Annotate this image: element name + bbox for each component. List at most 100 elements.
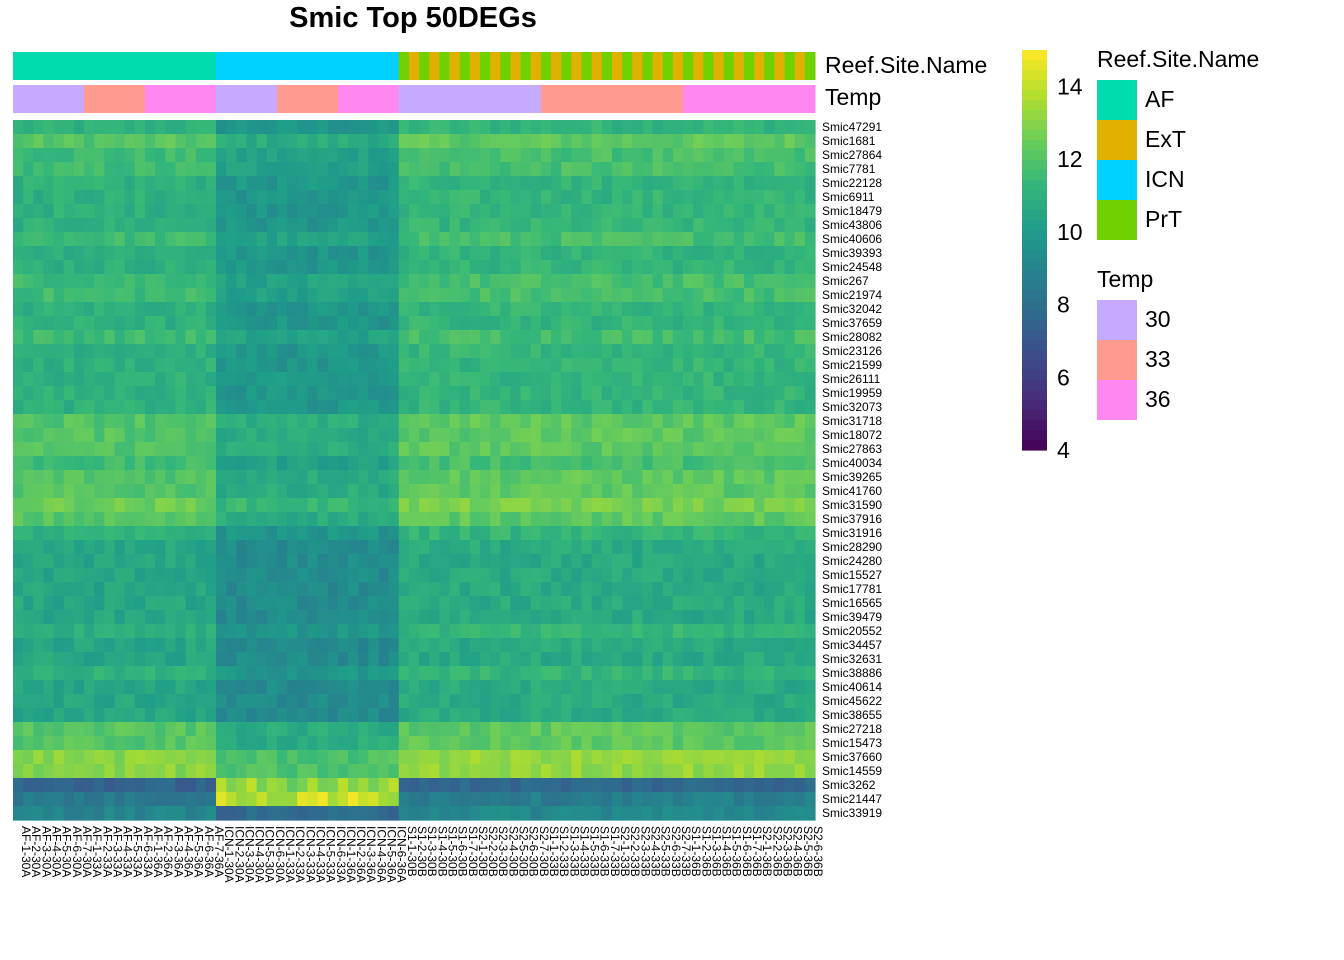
heatmap-cell	[124, 694, 136, 709]
heatmap-cell	[733, 652, 745, 667]
heatmap-cell	[693, 246, 704, 261]
chart-title: Smic Top 50DEGs	[289, 2, 537, 34]
heatmap-cell	[43, 260, 55, 275]
heatmap-cell	[216, 792, 227, 807]
heatmap-cell	[124, 708, 136, 723]
heatmap-cell	[642, 694, 654, 709]
heatmap-cell	[195, 568, 207, 583]
heatmap-cell	[540, 400, 552, 415]
heatmap-cell	[256, 400, 268, 415]
heatmap-cell	[469, 344, 481, 359]
heatmap-cell	[53, 218, 65, 233]
heatmap-cell	[134, 134, 146, 149]
heatmap-cell	[723, 176, 735, 191]
column-label: S1-2-36B	[699, 826, 713, 877]
heatmap-cell	[754, 764, 765, 779]
heatmap-cell	[683, 148, 694, 163]
heatmap-cell	[754, 582, 765, 597]
heatmap-cell	[520, 764, 532, 779]
site-annotation-cell	[348, 52, 359, 80]
temp-annotation-cell	[317, 85, 329, 113]
heatmap-cell	[591, 470, 603, 485]
heatmap-cell	[490, 316, 501, 331]
heatmap-cell	[622, 666, 633, 681]
heatmap-cell	[530, 414, 542, 429]
heatmap-cell	[13, 680, 24, 695]
heatmap-cell	[307, 246, 319, 261]
heatmap-cell	[276, 540, 288, 555]
heatmap-cell	[774, 708, 786, 723]
heatmap-cell	[307, 540, 319, 555]
heatmap-cell	[246, 414, 258, 429]
heatmap-cell	[23, 260, 34, 275]
heatmap-cell	[104, 666, 116, 681]
heatmap-cell	[439, 680, 451, 695]
heatmap-cell	[530, 386, 542, 401]
heatmap-cell	[358, 764, 369, 779]
heatmap-cell	[469, 470, 481, 485]
heatmap-cell	[469, 582, 481, 597]
heatmap-cell	[165, 372, 177, 387]
heatmap-cell	[398, 750, 410, 765]
heatmap-cell	[408, 302, 420, 317]
heatmap-cell	[388, 428, 400, 443]
heatmap-cell	[246, 498, 258, 513]
heatmap-cell	[743, 218, 755, 233]
heatmap-cell	[601, 344, 613, 359]
heatmap-cell	[774, 792, 786, 807]
heatmap-cell	[53, 400, 65, 415]
heatmap-cell	[520, 120, 532, 135]
heatmap-cell	[642, 316, 654, 331]
heatmap-cell	[571, 288, 583, 303]
heatmap-cell	[73, 218, 85, 233]
heatmap-cell	[581, 652, 593, 667]
heatmap-cell	[195, 806, 207, 821]
temp-annotation-cell	[348, 85, 359, 113]
heatmap-cell	[449, 204, 461, 219]
column-label: AF-1-36A	[151, 826, 165, 877]
row-label: Smic27218	[822, 722, 882, 736]
heatmap-cell	[419, 568, 430, 583]
heatmap-cell	[642, 666, 654, 681]
heatmap-cell	[236, 806, 248, 821]
heatmap-cell	[43, 330, 55, 345]
heatmap-cell	[165, 470, 177, 485]
heatmap-cell	[337, 330, 349, 345]
heatmap-cell	[358, 806, 369, 821]
heatmap-cell	[713, 232, 725, 247]
heatmap-cell	[754, 568, 765, 583]
column-label: S1-5-33B	[588, 826, 602, 877]
heatmap-cell	[327, 722, 339, 737]
heatmap-cell	[611, 498, 623, 513]
heatmap-cell	[175, 750, 187, 765]
heatmap-cell	[693, 162, 704, 177]
heatmap-cell	[693, 344, 704, 359]
heatmap-cell	[408, 120, 420, 135]
heatmap-cell	[469, 414, 481, 429]
heatmap-cell	[561, 372, 572, 387]
heatmap-cell	[723, 162, 735, 177]
heatmap-cell	[185, 344, 197, 359]
heatmap-cell	[642, 526, 654, 541]
heatmap-cell	[134, 638, 146, 653]
heatmap-cell	[114, 582, 126, 597]
heatmap-cell	[408, 512, 420, 527]
heatmap-cell	[378, 120, 390, 135]
color-scale-step	[1022, 70, 1047, 81]
heatmap-cell	[317, 218, 329, 233]
heatmap-cell	[723, 260, 735, 275]
heatmap-cell	[439, 484, 451, 499]
heatmap-cell	[611, 204, 623, 219]
heatmap-cell	[226, 372, 237, 387]
heatmap-cell	[216, 582, 227, 597]
heatmap-cell	[784, 512, 796, 527]
color-scale-step	[1022, 380, 1047, 391]
heatmap-cell	[84, 764, 95, 779]
heatmap-cell	[84, 344, 95, 359]
heatmap-cell	[459, 778, 471, 793]
heatmap-cell	[611, 526, 623, 541]
heatmap-cell	[348, 582, 359, 597]
site-annotation-cell	[408, 52, 420, 80]
heatmap-cell	[429, 806, 440, 821]
heatmap-cell	[134, 442, 146, 457]
